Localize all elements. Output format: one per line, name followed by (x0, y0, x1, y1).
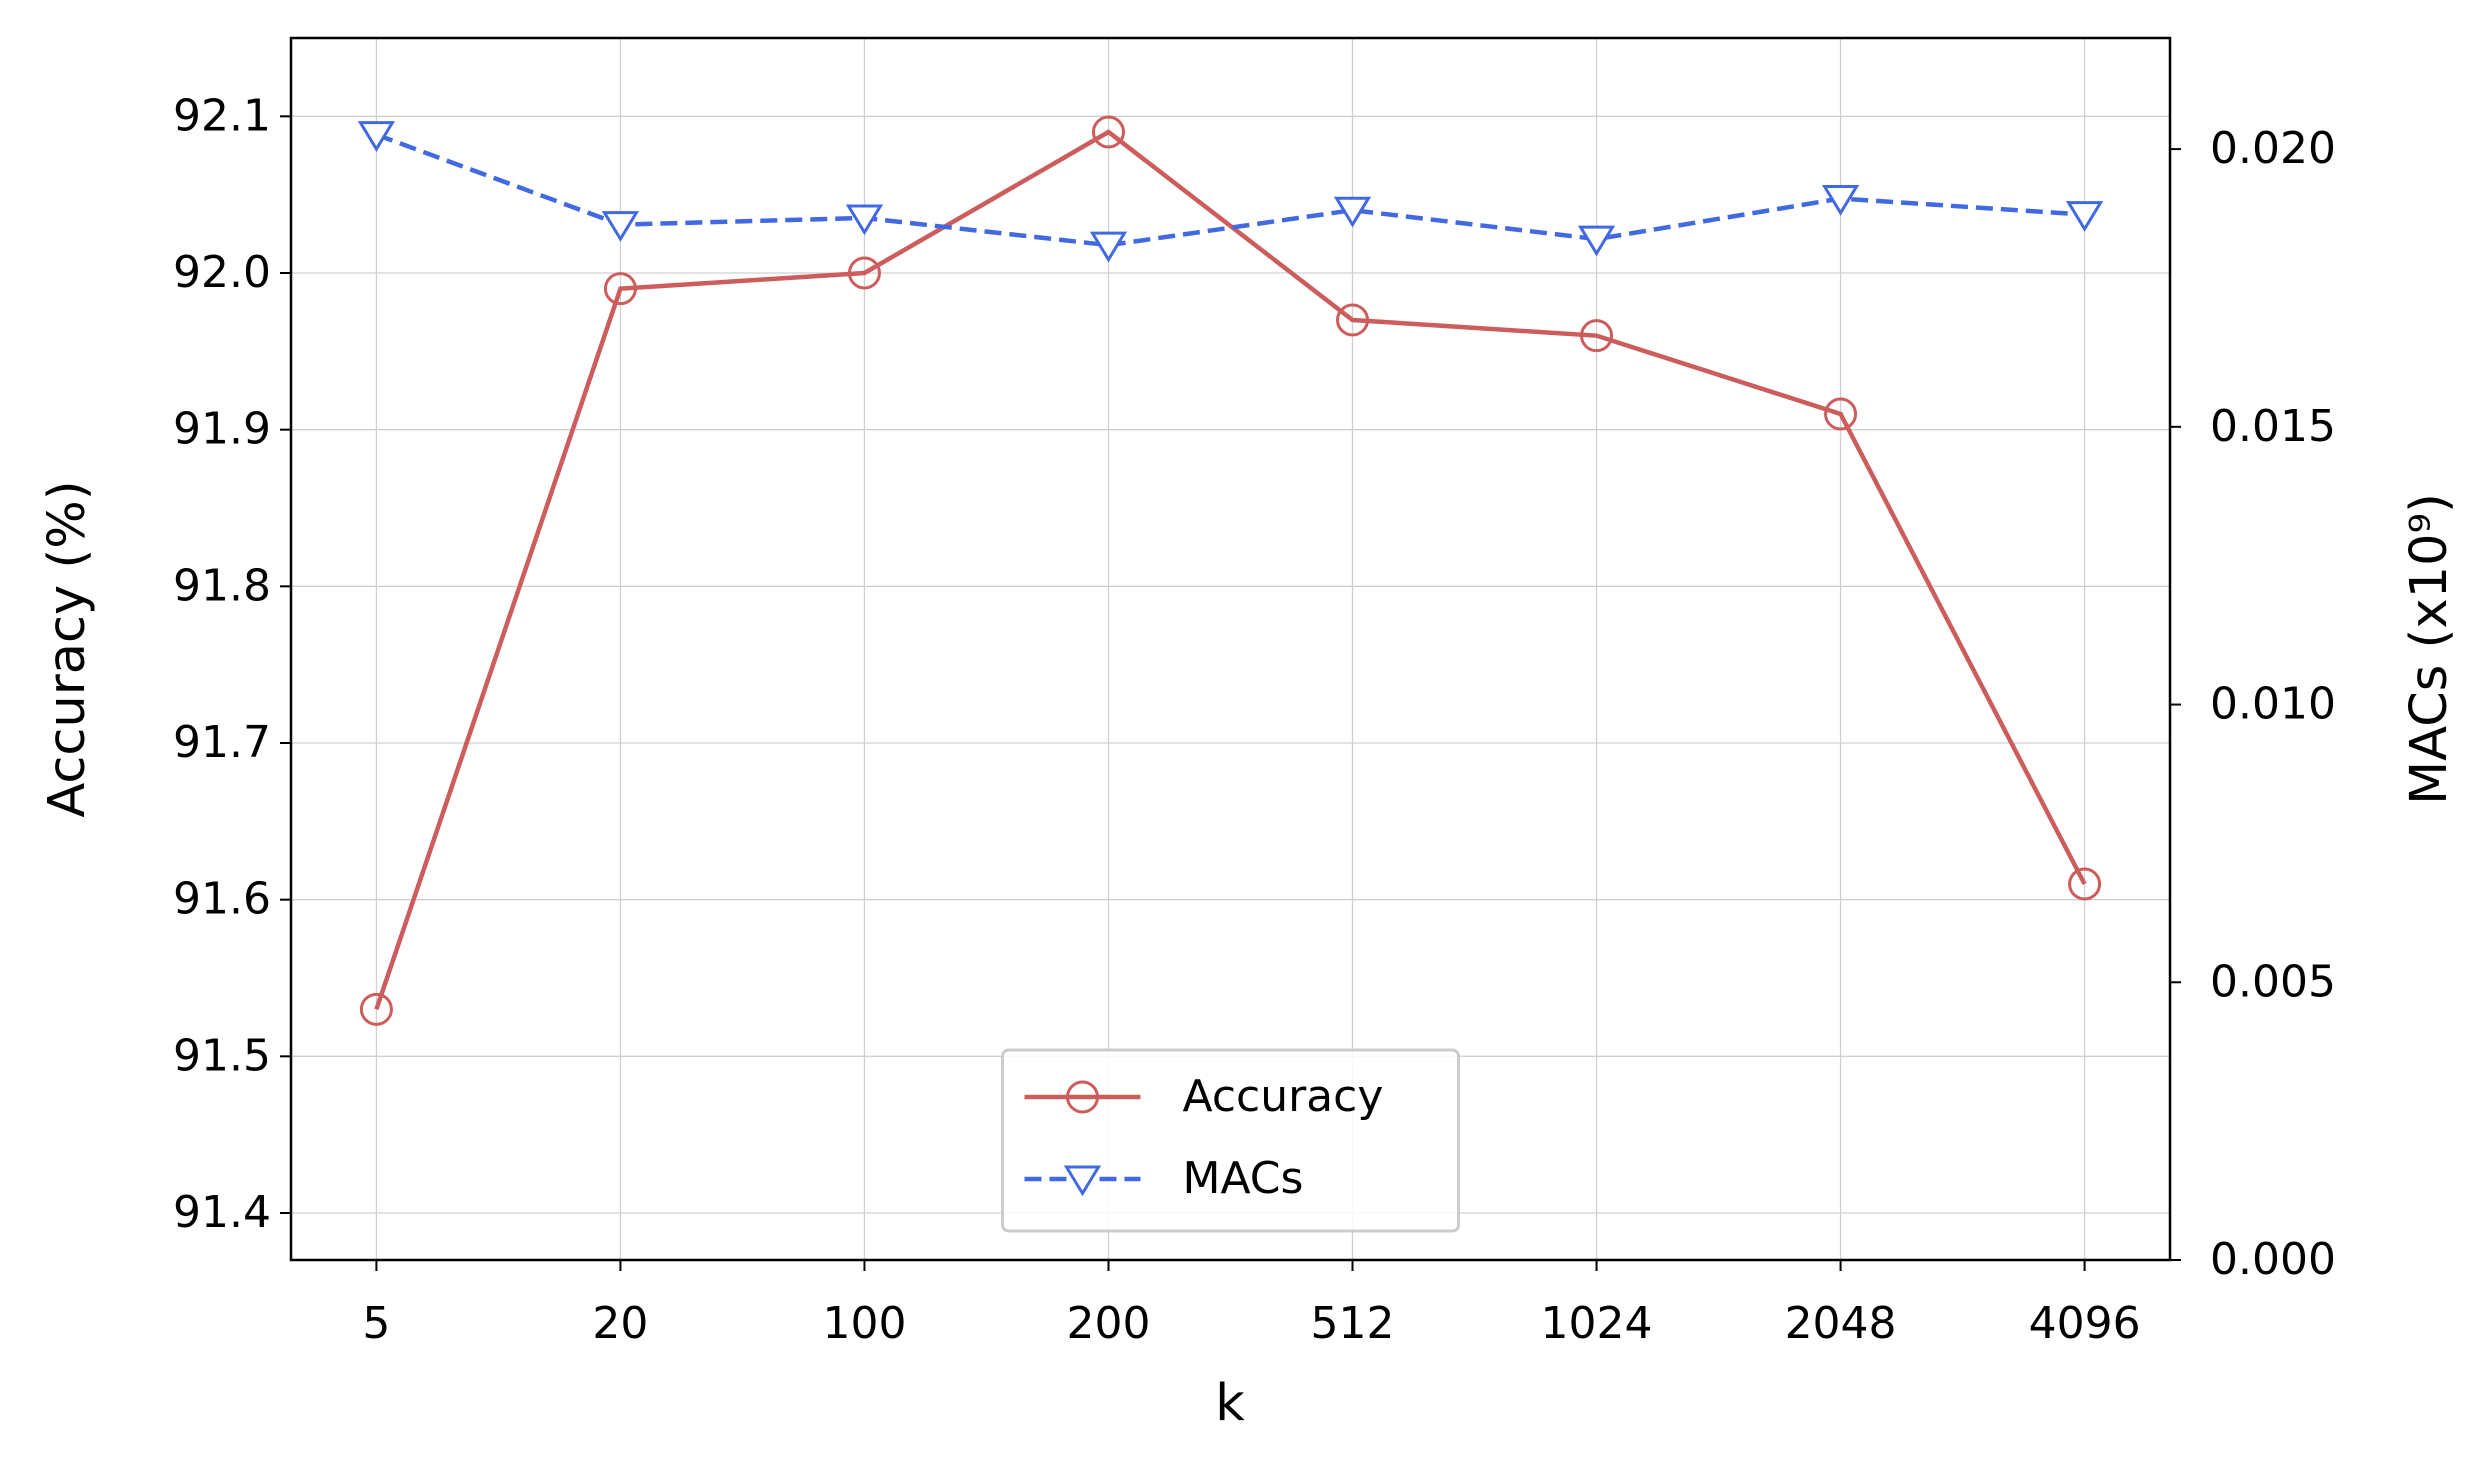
x-tick-label: 4096 (2029, 1298, 2141, 1349)
marker (603, 272, 637, 306)
x-tick-label: 2048 (1785, 1298, 1897, 1349)
legend-marker (1066, 1080, 1099, 1114)
x-tick-label: 512 (1311, 1298, 1395, 1349)
marker (1824, 397, 1858, 431)
plot-frame (289, 36, 2172, 1262)
y-tick-label: 91.9 (173, 404, 271, 455)
marker (359, 992, 393, 1026)
marker (1577, 225, 1616, 257)
legend-label: MACs (1183, 1153, 1304, 1204)
y2-tick-label: 0.000 (2210, 1234, 2336, 1285)
y2-tick-label: 0.015 (2210, 401, 2336, 452)
y-axis-label: Accuracy (%) (38, 480, 97, 817)
y-tick-label: 91.4 (173, 1187, 271, 1238)
marker (1091, 115, 1125, 149)
legend: Accuracy MACs (1001, 1048, 1460, 1233)
marker (1333, 196, 1372, 228)
marker (2065, 201, 2104, 232)
y2-tick-label: 0.010 (2210, 679, 2336, 730)
series-line (375, 132, 2085, 248)
marker (847, 256, 881, 290)
marker (357, 121, 396, 152)
y-tick-label: 91.6 (173, 874, 271, 925)
x-tick-label: 5 (362, 1298, 390, 1349)
y-tick-label: 91.8 (173, 560, 271, 611)
marker (1336, 303, 1370, 337)
x-axis-label: k (1215, 1374, 1245, 1433)
y-tick-label: 91.5 (173, 1030, 271, 1081)
x-tick-label: 200 (1066, 1298, 1150, 1349)
x-tick-label: 100 (822, 1298, 906, 1349)
x-tick-label: 1024 (1541, 1298, 1653, 1349)
y-tick-label: 92.0 (173, 247, 271, 298)
y2-tick-label: 0.005 (2210, 956, 2336, 1007)
marker (1089, 231, 1128, 263)
y-tick-label: 91.7 (173, 717, 271, 768)
marker (2068, 867, 2102, 901)
legend-marker (1063, 1165, 1102, 1197)
series-line (374, 129, 2087, 1011)
marker (601, 211, 640, 242)
marker (845, 204, 884, 236)
y2-tick-label: 0.020 (2210, 123, 2336, 174)
y-tick-label: 92.1 (173, 90, 271, 141)
x-tick-label: 20 (592, 1298, 648, 1349)
marker (1821, 185, 1860, 216)
marker (1580, 319, 1614, 353)
y2-axis-label: MACs (x10⁹) (2400, 493, 2459, 805)
legend-label: Accuracy (1183, 1071, 1384, 1122)
